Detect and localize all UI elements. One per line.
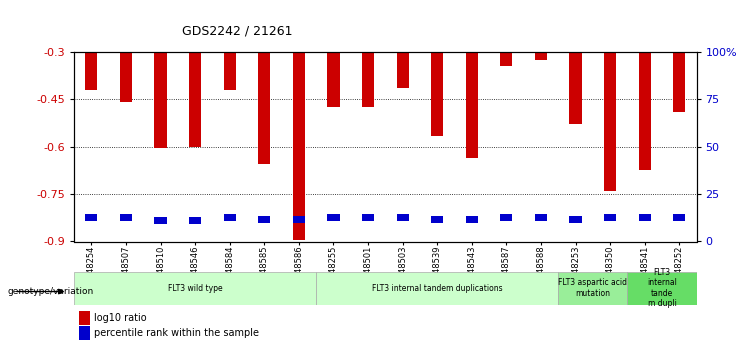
- Text: FLT3 wild type: FLT3 wild type: [167, 284, 222, 293]
- Bar: [673, 214, 685, 221]
- Bar: [569, 216, 582, 223]
- FancyBboxPatch shape: [316, 272, 558, 305]
- Text: FLT3 internal tandem duplications: FLT3 internal tandem duplications: [372, 284, 502, 293]
- Text: FLT3 aspartic acid
mutation: FLT3 aspartic acid mutation: [558, 278, 628, 298]
- Bar: [500, 52, 512, 66]
- FancyBboxPatch shape: [628, 272, 697, 305]
- Text: genotype/variation: genotype/variation: [7, 287, 93, 296]
- Bar: [224, 52, 236, 90]
- Bar: [328, 214, 339, 221]
- Text: percentile rank within the sample: percentile rank within the sample: [94, 328, 259, 338]
- Bar: [535, 52, 547, 60]
- Bar: [293, 52, 305, 240]
- Bar: [85, 52, 97, 90]
- Bar: [224, 214, 236, 221]
- Bar: [431, 216, 443, 223]
- Bar: [362, 214, 374, 221]
- Bar: [258, 52, 270, 164]
- Bar: [535, 214, 547, 221]
- Bar: [189, 52, 201, 147]
- Bar: [79, 326, 90, 340]
- Bar: [362, 52, 374, 107]
- Bar: [79, 312, 90, 325]
- Bar: [465, 52, 478, 158]
- Bar: [189, 217, 201, 224]
- Bar: [396, 52, 408, 88]
- Bar: [328, 52, 339, 107]
- Bar: [569, 52, 582, 125]
- Bar: [85, 214, 97, 221]
- Bar: [673, 52, 685, 112]
- Bar: [604, 52, 616, 191]
- Bar: [639, 52, 651, 170]
- Bar: [604, 214, 616, 221]
- Bar: [500, 214, 512, 221]
- Bar: [639, 214, 651, 221]
- Text: FLT3
internal
tande
m dupli: FLT3 internal tande m dupli: [647, 268, 677, 308]
- Bar: [396, 214, 408, 221]
- Bar: [120, 214, 132, 221]
- FancyBboxPatch shape: [558, 272, 628, 305]
- Bar: [258, 216, 270, 223]
- Bar: [293, 216, 305, 223]
- Bar: [431, 52, 443, 136]
- Bar: [154, 217, 167, 224]
- Bar: [120, 52, 132, 102]
- FancyBboxPatch shape: [74, 272, 316, 305]
- Bar: [465, 216, 478, 223]
- Text: GDS2242 / 21261: GDS2242 / 21261: [182, 24, 293, 37]
- Bar: [154, 52, 167, 148]
- Text: log10 ratio: log10 ratio: [94, 313, 147, 323]
